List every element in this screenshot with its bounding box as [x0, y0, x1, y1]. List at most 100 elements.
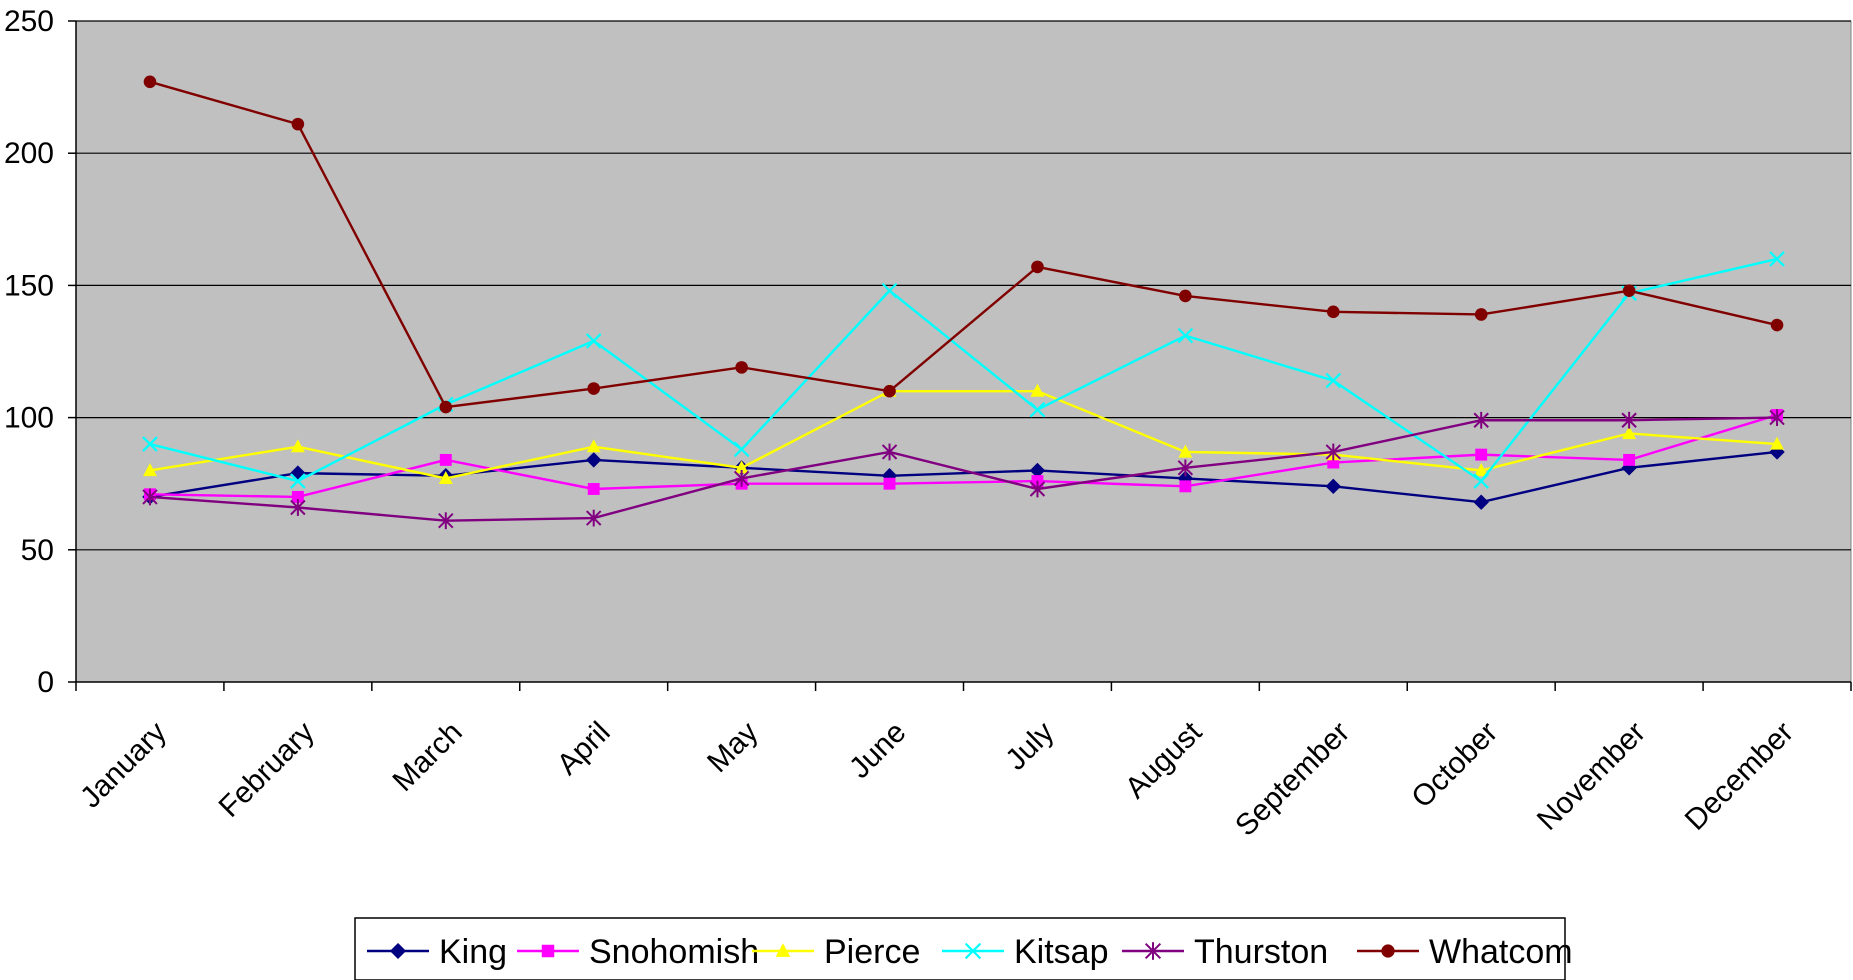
legend-item-pierce: Pierce — [752, 933, 920, 971]
data-point-kitsap — [1029, 401, 1046, 418]
data-point-king — [1325, 478, 1341, 495]
data-point-whatcom — [439, 400, 453, 414]
series-thurston — [142, 409, 1785, 530]
y-tick-label: 150 — [4, 269, 54, 302]
data-point-thurston — [586, 509, 602, 527]
x-tick-label: April — [551, 716, 617, 782]
data-point-thurston — [1177, 459, 1194, 477]
data-point-pierce — [1770, 436, 1785, 450]
data-point-whatcom — [1326, 305, 1340, 319]
series-line-thurston — [149, 416, 1778, 522]
x-tick-label: June — [843, 716, 912, 785]
x-tick-label: October — [1405, 716, 1504, 815]
y-tick-label: 50 — [21, 534, 54, 567]
data-point-whatcom — [1770, 318, 1784, 332]
series-line-whatcom — [149, 80, 1778, 409]
data-point-king — [586, 452, 602, 468]
data-point-whatcom — [291, 117, 305, 131]
data-point-pierce — [734, 460, 749, 474]
legend-swatch-marker — [541, 944, 555, 958]
data-point-whatcom — [883, 384, 896, 398]
data-point-whatcom — [735, 361, 748, 374]
data-point-snohomish — [1327, 456, 1340, 469]
legend-item-king: King — [367, 933, 507, 971]
legend-label: Thurston — [1194, 933, 1328, 971]
legend-label: King — [439, 933, 507, 971]
data-point-thurston — [290, 499, 306, 516]
x-tick-label: August — [1119, 715, 1209, 805]
data-point-whatcom — [1622, 284, 1636, 297]
data-point-kitsap — [733, 441, 750, 458]
data-point-kitsap — [1177, 327, 1194, 344]
data-point-snohomish — [291, 490, 304, 503]
series-whatcom — [143, 75, 1784, 414]
data-point-kitsap — [1769, 251, 1785, 267]
marker-x-stroke — [1177, 327, 1194, 344]
data-point-snohomish — [883, 477, 896, 490]
legend-label: Whatcom — [1429, 933, 1573, 971]
marker-x-stroke — [1029, 401, 1046, 418]
data-point-thurston — [881, 443, 898, 461]
data-point-pierce — [290, 439, 305, 453]
data-point-thurston — [142, 488, 158, 506]
data-point-thurston — [1029, 480, 1046, 498]
data-point-whatcom — [1031, 260, 1044, 274]
data-point-whatcom — [587, 382, 601, 395]
data-point-whatcom — [1179, 289, 1192, 303]
legend-label: Snohomish — [589, 933, 759, 971]
data-point-snohomish — [587, 483, 600, 495]
data-point-thurston — [1769, 409, 1785, 426]
data-point-whatcom — [143, 75, 157, 89]
data-point-whatcom — [1474, 308, 1488, 321]
data-point-snohomish — [1475, 448, 1488, 461]
data-point-pierce — [1030, 383, 1045, 397]
data-point-thurston — [1325, 443, 1341, 461]
data-point-pierce — [586, 439, 601, 453]
legend-item-whatcom: Whatcom — [1357, 933, 1573, 971]
y-tick-label: 0 — [37, 666, 54, 699]
legend-swatch-marker — [1381, 944, 1395, 958]
legend-item-kitsap: Kitsap — [942, 933, 1109, 971]
y-tick-label: 100 — [4, 402, 54, 435]
data-point-thurston — [1621, 411, 1637, 429]
data-point-snohomish — [1179, 480, 1192, 493]
data-point-snohomish — [439, 453, 452, 466]
series-line-kitsap — [149, 257, 1778, 483]
x-tick-label: February — [213, 716, 321, 824]
legend-label: Pierce — [824, 933, 920, 971]
x-axis: January February March April May June July Augu… — [74, 681, 1852, 843]
data-point-kitsap — [142, 436, 158, 452]
marker-x-stroke — [290, 473, 306, 489]
legend-swatch-marker — [389, 942, 407, 960]
legend-swatch-marker — [775, 943, 791, 957]
y-tick-label: 250 — [4, 5, 54, 38]
data-point-kitsap — [1325, 372, 1342, 389]
legend-swatch-marker — [1144, 942, 1162, 960]
series-line-pierce — [149, 389, 1778, 480]
data-point-pierce — [1622, 426, 1637, 440]
legend-box — [354, 917, 1566, 980]
y-axis: 0 50 100 150 200 250 — [4, 5, 77, 699]
legend-label: Kitsap — [1014, 933, 1109, 971]
data-point-thurston — [1473, 411, 1489, 429]
x-tick-label: January — [74, 716, 173, 815]
x-tick-label: May — [701, 716, 764, 779]
x-tick-label: September — [1229, 716, 1356, 843]
data-point-kitsap — [1473, 473, 1489, 489]
marker-x-stroke — [964, 942, 982, 960]
data-point-pierce — [142, 463, 157, 477]
marker-x-stroke — [1325, 372, 1342, 389]
series-line-king — [149, 450, 1778, 504]
data-point-snohomish — [1623, 453, 1636, 466]
data-point-pierce — [1474, 463, 1489, 477]
data-point-kitsap — [585, 333, 602, 349]
x-tick-label: December — [1679, 716, 1800, 837]
series-layer — [142, 75, 1785, 530]
marker-x-stroke — [733, 441, 750, 458]
legend-item-thurston: Thurston — [1122, 933, 1328, 971]
series-line-snohomish — [149, 413, 1778, 499]
y-tick-label: 200 — [4, 137, 54, 170]
data-point-king — [1473, 494, 1489, 510]
x-tick-label: March — [386, 716, 468, 798]
